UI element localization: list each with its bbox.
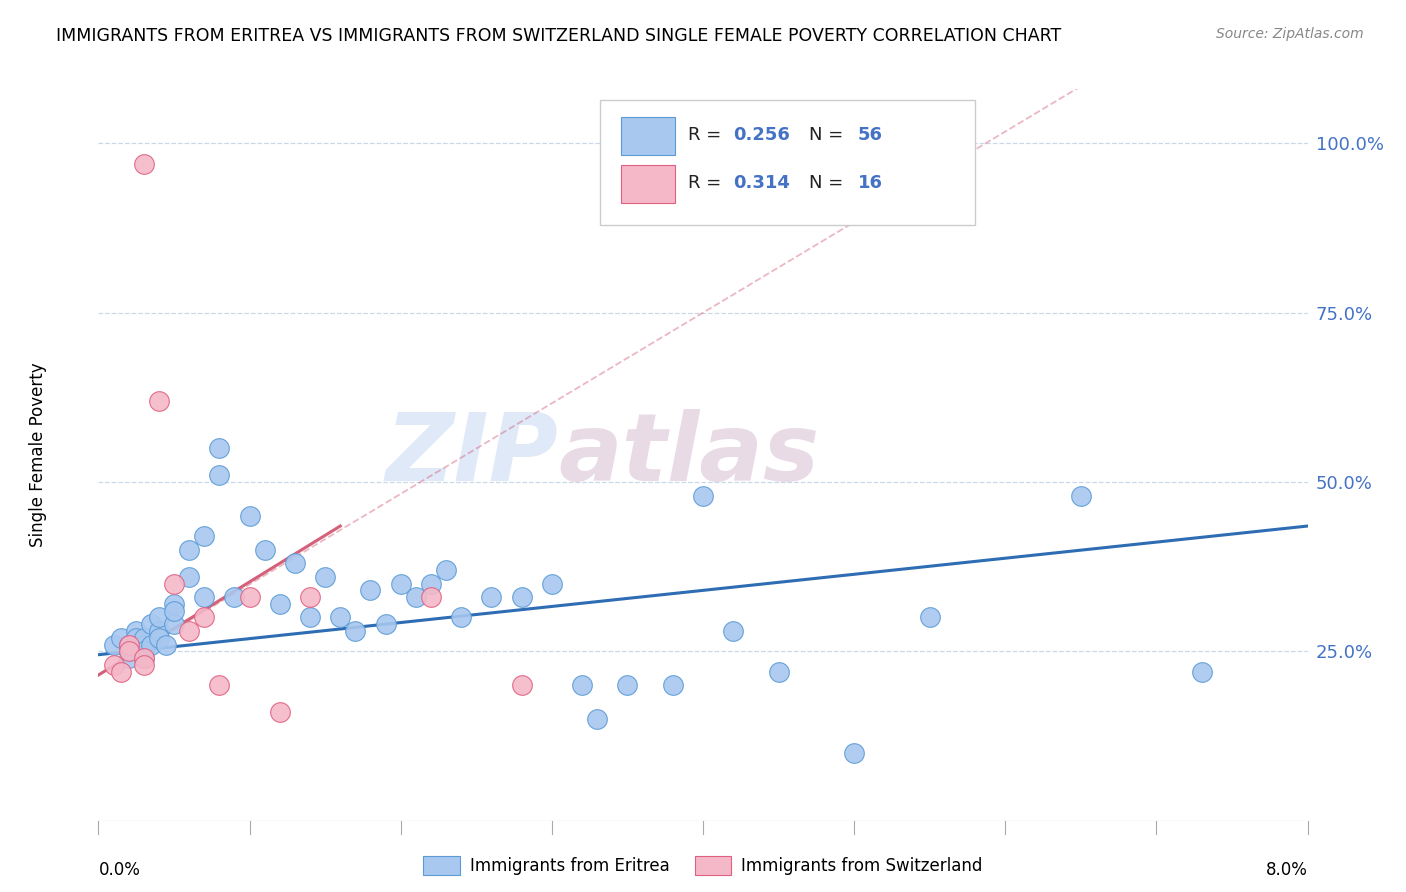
Point (163, 576, 186, 591)
Text: atlas: atlas (558, 409, 820, 501)
Point (208, 468, 231, 483)
Point (141, 638, 163, 652)
Text: 16: 16 (858, 174, 883, 192)
Point (844, 746, 866, 760)
Point (118, 638, 141, 652)
Point (179, 570, 201, 584)
Point (132, 644, 155, 658)
Point (571, 678, 593, 692)
Point (110, 631, 132, 645)
Point (118, 644, 141, 658)
Point (541, 576, 564, 591)
Text: R =: R = (689, 126, 727, 144)
Point (103, 638, 125, 652)
Point (510, 678, 533, 692)
Point (132, 651, 155, 665)
Point (148, 610, 170, 624)
Point (193, 529, 215, 543)
Text: R =: R = (689, 174, 727, 192)
Point (434, 563, 457, 577)
Point (314, 570, 336, 584)
Point (148, 631, 170, 645)
Point (1070, 489, 1092, 503)
Point (132, 638, 155, 652)
Point (329, 610, 352, 624)
Point (662, 678, 685, 692)
FancyBboxPatch shape (600, 100, 976, 225)
Point (118, 644, 141, 658)
Text: 0.256: 0.256 (734, 126, 790, 144)
Point (1191, 665, 1213, 679)
Bar (621, 117, 675, 155)
Point (420, 576, 443, 591)
Point (132, 631, 155, 645)
Text: N =: N = (810, 126, 849, 144)
Point (208, 441, 231, 455)
Point (360, 583, 382, 598)
Point (141, 617, 163, 632)
Point (110, 665, 132, 679)
Point (253, 542, 276, 557)
Point (132, 157, 155, 171)
Point (179, 542, 201, 557)
Point (179, 624, 201, 638)
Point (132, 657, 155, 672)
Point (163, 617, 186, 632)
Point (239, 590, 262, 604)
Point (299, 590, 322, 604)
Point (284, 556, 307, 570)
Point (193, 590, 215, 604)
Text: IMMIGRANTS FROM ERITREA VS IMMIGRANTS FROM SWITZERLAND SINGLE FEMALE POVERTY COR: IMMIGRANTS FROM ERITREA VS IMMIGRANTS FR… (56, 27, 1062, 45)
Point (299, 610, 322, 624)
Point (723, 624, 745, 638)
Point (918, 610, 941, 624)
Bar (621, 165, 675, 203)
Point (420, 590, 443, 604)
Text: 0.314: 0.314 (734, 174, 790, 192)
Point (118, 651, 141, 665)
Point (148, 624, 170, 638)
Point (155, 638, 177, 652)
Point (616, 678, 638, 692)
Text: 0.0%: 0.0% (98, 861, 141, 879)
Point (193, 610, 215, 624)
Point (103, 657, 125, 672)
Point (405, 590, 427, 604)
Legend: Immigrants from Eritrea, Immigrants from Switzerland: Immigrants from Eritrea, Immigrants from… (416, 850, 990, 882)
Text: N =: N = (810, 174, 849, 192)
Text: ZIP: ZIP (385, 409, 558, 501)
Point (148, 393, 170, 408)
Point (768, 665, 790, 679)
Point (132, 651, 155, 665)
Point (450, 610, 472, 624)
Text: Source: ZipAtlas.com: Source: ZipAtlas.com (1216, 27, 1364, 41)
Text: 8.0%: 8.0% (1265, 861, 1308, 879)
Point (510, 590, 533, 604)
Text: 56: 56 (858, 126, 883, 144)
Point (208, 678, 231, 692)
Point (269, 597, 291, 611)
Point (163, 597, 186, 611)
Point (692, 489, 714, 503)
Point (344, 624, 367, 638)
Point (125, 631, 148, 645)
Text: Single Female Poverty: Single Female Poverty (30, 363, 46, 547)
Point (163, 604, 186, 618)
Point (125, 624, 148, 638)
Point (389, 576, 412, 591)
Point (481, 590, 503, 604)
Point (586, 712, 609, 726)
Point (239, 508, 262, 523)
Point (224, 590, 246, 604)
Point (374, 617, 396, 632)
Point (118, 638, 141, 652)
Point (269, 706, 291, 720)
